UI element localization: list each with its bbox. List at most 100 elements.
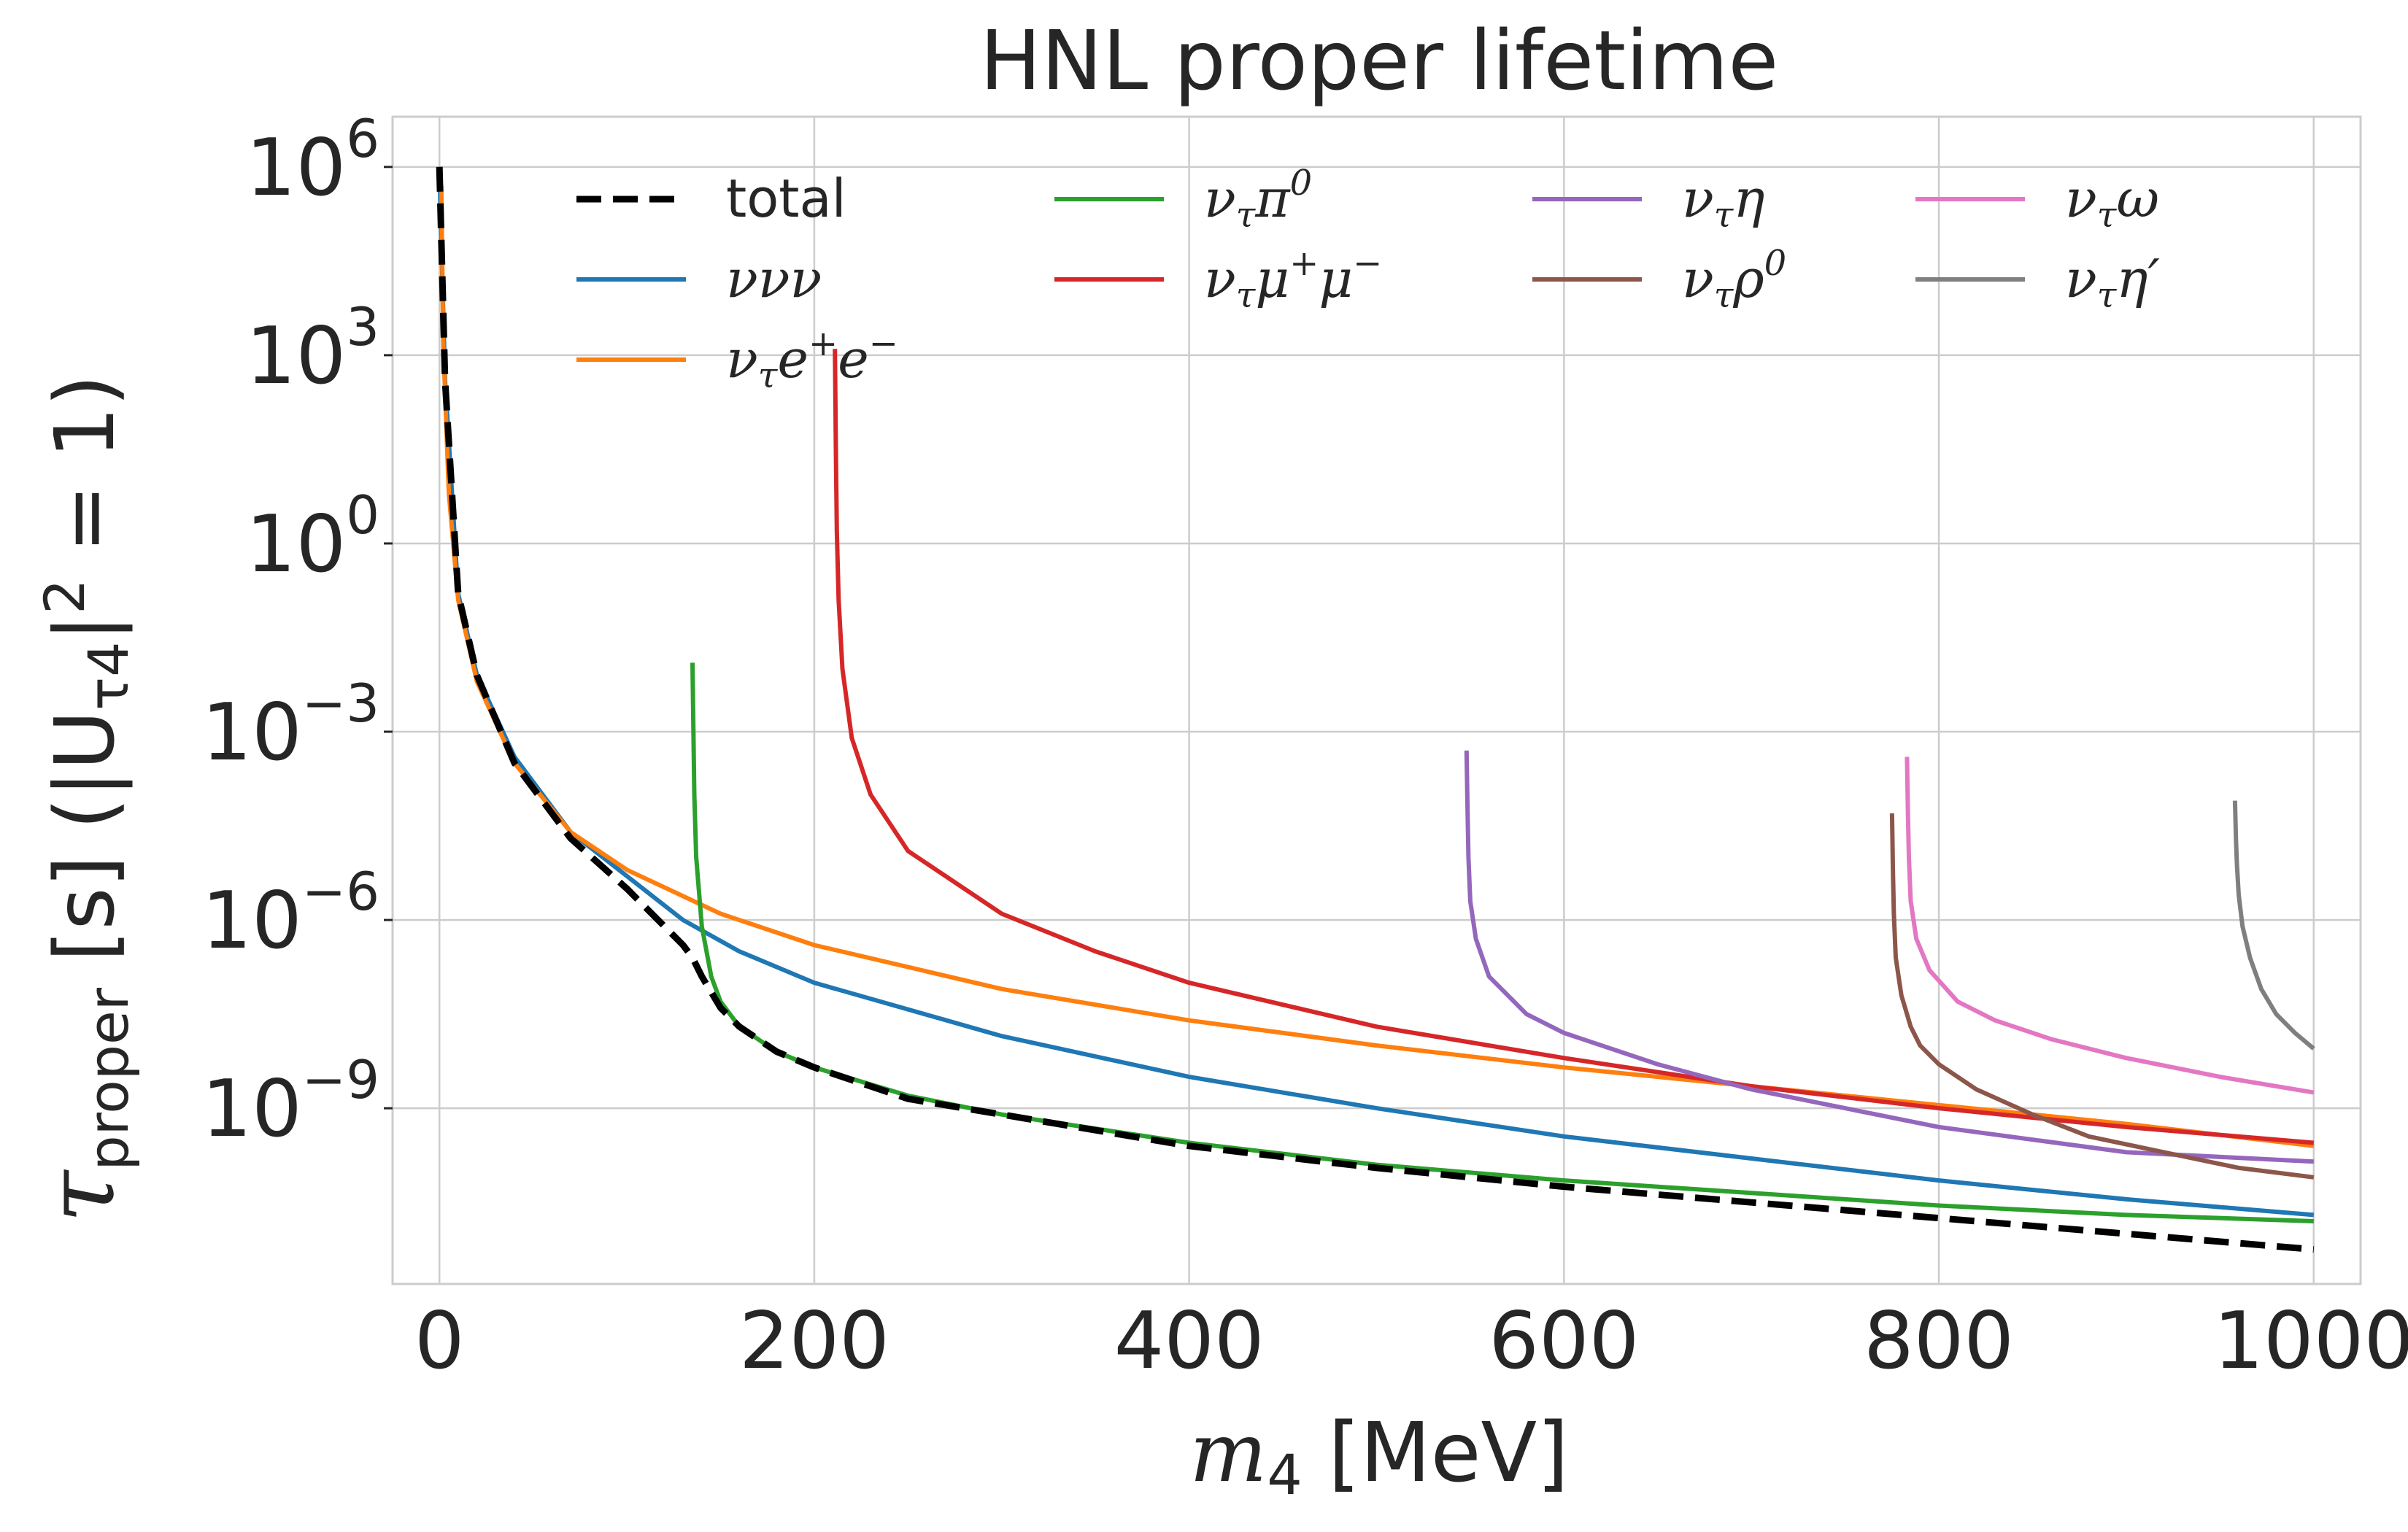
y-tick-base: 10 bbox=[246, 311, 346, 402]
x-axis-label-unit: [MeV] bbox=[1303, 1406, 1569, 1501]
y-axis-label-subscript-2: τ4 bbox=[76, 642, 141, 711]
plot-frame bbox=[391, 115, 2362, 1285]
legend-label-part: τ bbox=[1236, 195, 1257, 236]
y-tick-base: 10 bbox=[201, 1064, 301, 1155]
legend-label: ντω bbox=[2065, 168, 2159, 236]
legend-label: ννν bbox=[726, 248, 822, 309]
legend-label-part: μ bbox=[1319, 248, 1353, 309]
legend-label: ντπ0 bbox=[1204, 163, 1312, 236]
legend-label-part: τ bbox=[758, 355, 779, 396]
legend-label-part: − bbox=[869, 323, 898, 364]
legend-label-part: 0 bbox=[1290, 163, 1313, 204]
legend-label-part: τ bbox=[1714, 275, 1734, 316]
legend-label: ντe+e− bbox=[726, 323, 898, 396]
legend-label-part: ν bbox=[1204, 168, 1236, 229]
series-layer bbox=[436, 166, 2315, 1253]
y-tick-exponent: 0 bbox=[346, 484, 379, 546]
series-line bbox=[2232, 800, 2315, 1051]
chart-title: HNL proper lifetime bbox=[980, 14, 1778, 109]
legend-entry: ντη bbox=[1532, 168, 1764, 236]
legend-entry: total bbox=[576, 168, 846, 229]
grid bbox=[393, 117, 2361, 1284]
x-tick-label: 200 bbox=[739, 1296, 890, 1387]
y-tick-label: 10−3 bbox=[201, 673, 379, 778]
legend-entry: ννν bbox=[576, 248, 822, 309]
series-line bbox=[833, 349, 2315, 1145]
series-line bbox=[1464, 750, 2314, 1164]
legend-label-part: − bbox=[1353, 243, 1382, 284]
series-line bbox=[436, 166, 2315, 1253]
y-axis-label-end: = 1) bbox=[38, 374, 133, 579]
legend-label-part: ν bbox=[1204, 248, 1236, 309]
legend-label-part: ω bbox=[2116, 168, 2159, 229]
legend-label-part: + bbox=[809, 323, 838, 364]
legend-label-part: 0 bbox=[1764, 243, 1787, 284]
legend-entry: ντe+e− bbox=[576, 323, 898, 396]
x-axis-label-symbol: m bbox=[1189, 1406, 1267, 1501]
legend-label-part: ν bbox=[726, 328, 758, 390]
x-axis: 0 200 400 600 800 1000 bbox=[414, 1296, 2408, 1387]
y-axis-label-superscript: 2 bbox=[32, 579, 97, 614]
x-tick-label: 800 bbox=[1864, 1296, 2014, 1387]
y-axis-label: τproper [s] (|Uτ4|2 = 1) bbox=[25, 374, 141, 1223]
legend-entry: ντω bbox=[1915, 168, 2159, 236]
y-tick-exponent: 3 bbox=[346, 296, 379, 357]
legend-label: ντρ0 bbox=[1682, 243, 1786, 316]
y-axis-label-symbol: τ bbox=[25, 1169, 136, 1223]
legend-label-part: ν bbox=[1682, 168, 1714, 229]
y-tick-label: 100 bbox=[246, 484, 379, 590]
y-tick-label: 106 bbox=[246, 108, 379, 214]
legend-label-part: τ bbox=[2097, 275, 2118, 316]
legend-label-part: π bbox=[1254, 168, 1291, 229]
y-tick-base: 10 bbox=[201, 687, 301, 778]
legend-label: total bbox=[726, 168, 846, 229]
x-axis-label-subscript: 4 bbox=[1267, 1442, 1302, 1507]
series-line bbox=[1889, 813, 2315, 1180]
legend-label-part: ννν bbox=[726, 248, 822, 309]
y-tick-exponent: −9 bbox=[302, 1049, 379, 1110]
x-tick-label: 600 bbox=[1489, 1296, 1639, 1387]
legend-label-part: total bbox=[726, 168, 846, 229]
legend-entry: ντμ+μ− bbox=[1054, 243, 1382, 316]
legend-entry: ντρ0 bbox=[1532, 243, 1786, 316]
y-tick-label: 10−6 bbox=[201, 861, 379, 967]
legend-label-part: τ bbox=[1236, 275, 1257, 316]
legend-label-part: e bbox=[838, 328, 869, 390]
legend-label-part: η′ bbox=[2116, 248, 2159, 309]
legend-label: ντη′ bbox=[2065, 248, 2160, 316]
y-axis-label-bar: | bbox=[38, 614, 133, 642]
x-tick-label: 400 bbox=[1114, 1296, 1265, 1387]
legend-label: ντη bbox=[1682, 168, 1764, 236]
legend-label-part: ν bbox=[1682, 248, 1714, 309]
legend-label-part: τ bbox=[1714, 195, 1734, 236]
y-tick-exponent: −3 bbox=[302, 673, 379, 734]
y-tick-base: 10 bbox=[201, 875, 301, 967]
legend-label-part: ρ bbox=[1732, 248, 1764, 309]
y-axis-label-text: [s] (|U bbox=[38, 711, 133, 988]
legend-label-part: η bbox=[1733, 168, 1764, 229]
legend-label-part: μ bbox=[1255, 248, 1289, 309]
y-tick-exponent: −6 bbox=[302, 861, 379, 922]
legend-entry: ντπ0 bbox=[1054, 163, 1312, 236]
legend-label-part: + bbox=[1289, 243, 1319, 284]
y-tick-base: 10 bbox=[246, 123, 346, 214]
legend-label: ντμ+μ− bbox=[1204, 243, 1382, 316]
x-tick-label: 1000 bbox=[2213, 1296, 2408, 1387]
y-tick-label: 103 bbox=[246, 296, 379, 402]
y-axis-label-subscript: proper bbox=[76, 987, 141, 1170]
legend-label-part: e bbox=[777, 328, 809, 390]
legend-label-part: ν bbox=[2065, 168, 2097, 229]
x-axis-label: m4 [MeV] bbox=[1189, 1406, 1569, 1507]
x-tick-label: 0 bbox=[414, 1296, 465, 1387]
legend-entry: ντη′ bbox=[1915, 248, 2160, 316]
y-tick-exponent: 6 bbox=[346, 108, 379, 169]
y-tick-base: 10 bbox=[246, 499, 346, 590]
series-line bbox=[1905, 757, 2315, 1095]
y-tick-label: 10−9 bbox=[201, 1049, 379, 1155]
legend-label-part: τ bbox=[2097, 195, 2118, 236]
legend-label-part: ν bbox=[2065, 248, 2097, 309]
